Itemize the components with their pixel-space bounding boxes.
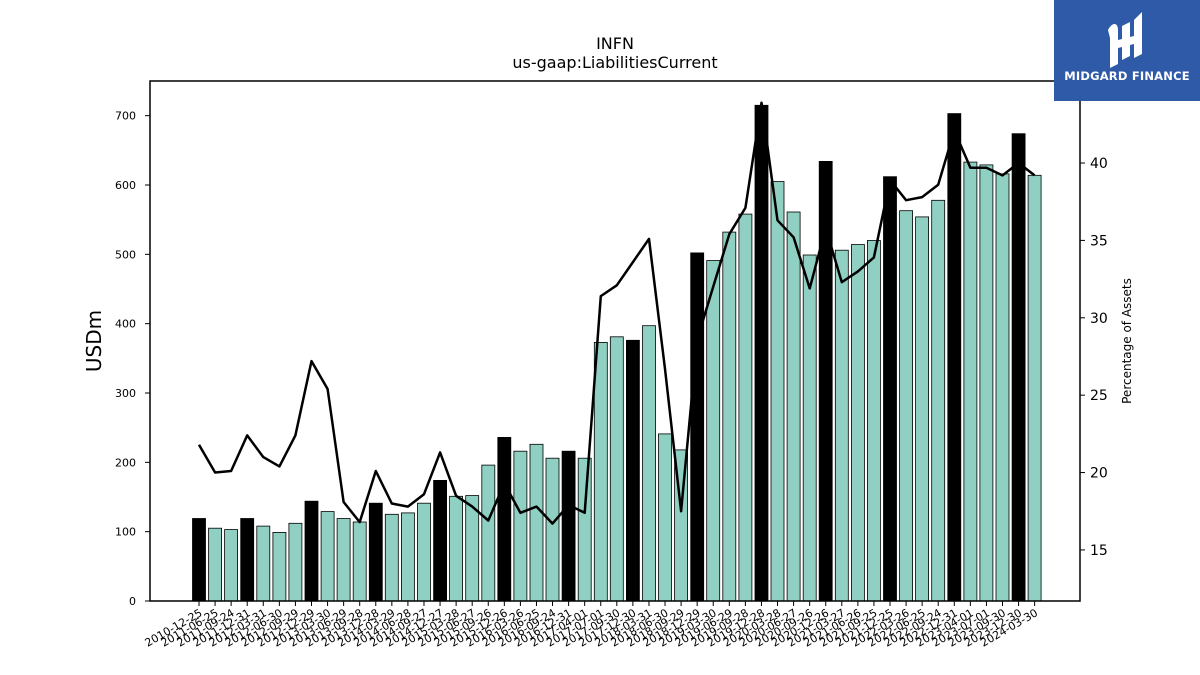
y-tick-label: 300 [115,387,136,400]
bar-2013-09-28 [352,521,367,602]
x-axis: 2010-12-252011-06-252011-09-242011-12-31… [143,601,1040,650]
bars-group [192,104,1042,602]
bar-2016-06-25 [529,443,544,602]
bar-2021-03-27 [834,249,849,602]
midgard-logo-icon [1108,12,1142,68]
bar-2021-06-26 [851,244,865,602]
bar-2012-06-30 [272,532,287,602]
bar-2014-03-29 [384,513,399,602]
y-tick-label: 400 [115,318,136,331]
y-tick-label: 500 [115,248,136,261]
y2-tick-label: 35 [1090,233,1108,249]
bar-2023-12-30 [1011,133,1026,602]
y2-tick-label: 15 [1090,543,1108,559]
bar-2014-09-27 [417,502,431,602]
bar-2016-03-26 [513,450,528,602]
chart-title: INFN [596,34,634,53]
bar-2024-03-30 [1027,174,1042,602]
y-axis-left: 0 100 200 300 400 500 600 700 [115,110,150,608]
bar-2017-12-30 [626,339,640,602]
bar-2023-04-01 [963,161,978,602]
bar-2013-12-28 [368,502,383,602]
bar-2020-06-27 [786,211,801,602]
bar-2014-12-27 [433,479,448,602]
bar-2022-06-25 [915,216,929,602]
bar-2019-09-28 [738,213,753,602]
y2-tick-label: 25 [1090,388,1108,404]
bar-2012-03-31 [256,525,271,602]
y2-tick-label: 40 [1090,156,1108,172]
y2-axis-label: Percentage of Assets [1120,278,1134,404]
bar-2020-09-26 [802,254,817,602]
chart-subtitle: us-gaap:LiabilitiesCurrent [512,53,717,72]
bar-2015-09-26 [481,464,496,602]
bar-2019-06-29 [722,231,737,602]
bar-2015-03-28 [449,495,464,602]
y-tick-label: 100 [115,526,136,539]
y-tick-label: 700 [115,110,136,123]
bar-2018-06-30 [658,433,672,602]
bar-2014-06-28 [400,512,415,602]
bar-2023-09-30 [995,173,1010,602]
bar-2012-12-29 [304,500,319,602]
bar-2023-07-01 [979,164,994,602]
bar-2019-12-28 [754,104,769,602]
bar-2012-09-29 [288,522,303,602]
y2-tick-label: 30 [1090,311,1108,327]
bar-2021-09-25 [867,240,881,602]
y-axis-label: USDm [82,310,106,372]
y2-tick-label: 20 [1090,466,1108,482]
logo-text: MIDGARD FINANCE [1064,69,1190,83]
y-tick-label: 200 [115,456,136,469]
bar-2017-09-30 [609,336,624,602]
bar-2019-03-30 [706,260,721,602]
bar-2016-09-24 [545,457,560,602]
bar-2021-12-25 [883,176,897,602]
y-axis-right: 15 20 25 30 35 40 [1080,156,1108,559]
bar-2022-03-26 [899,210,913,602]
bar-2011-09-24 [224,529,239,602]
bar-2013-03-30 [320,511,335,602]
bar-2016-12-31 [561,450,576,602]
bar-2022-12-31 [947,113,962,602]
plot-frame [149,80,1081,602]
bar-2018-03-31 [642,325,656,602]
midgard-finance-logo: MIDGARD FINANCE [1054,0,1200,101]
y-tick-label: 600 [115,179,136,192]
bar-2020-03-28 [770,181,785,602]
bar-2011-12-31 [240,518,255,602]
bar-2017-04-01 [577,457,592,602]
bar-2015-12-26 [497,436,512,602]
bar-2010-12-25 [192,518,206,602]
line-layer [197,101,1036,525]
bar-2018-12-29 [690,252,705,602]
bar-2011-06-25 [208,527,223,602]
y-tick-label: 0 [129,595,136,608]
bar-2017-07-01 [593,341,608,602]
bar-2022-09-24 [931,199,946,602]
percentage-line [197,101,1036,525]
bar-2013-06-29 [336,518,351,602]
